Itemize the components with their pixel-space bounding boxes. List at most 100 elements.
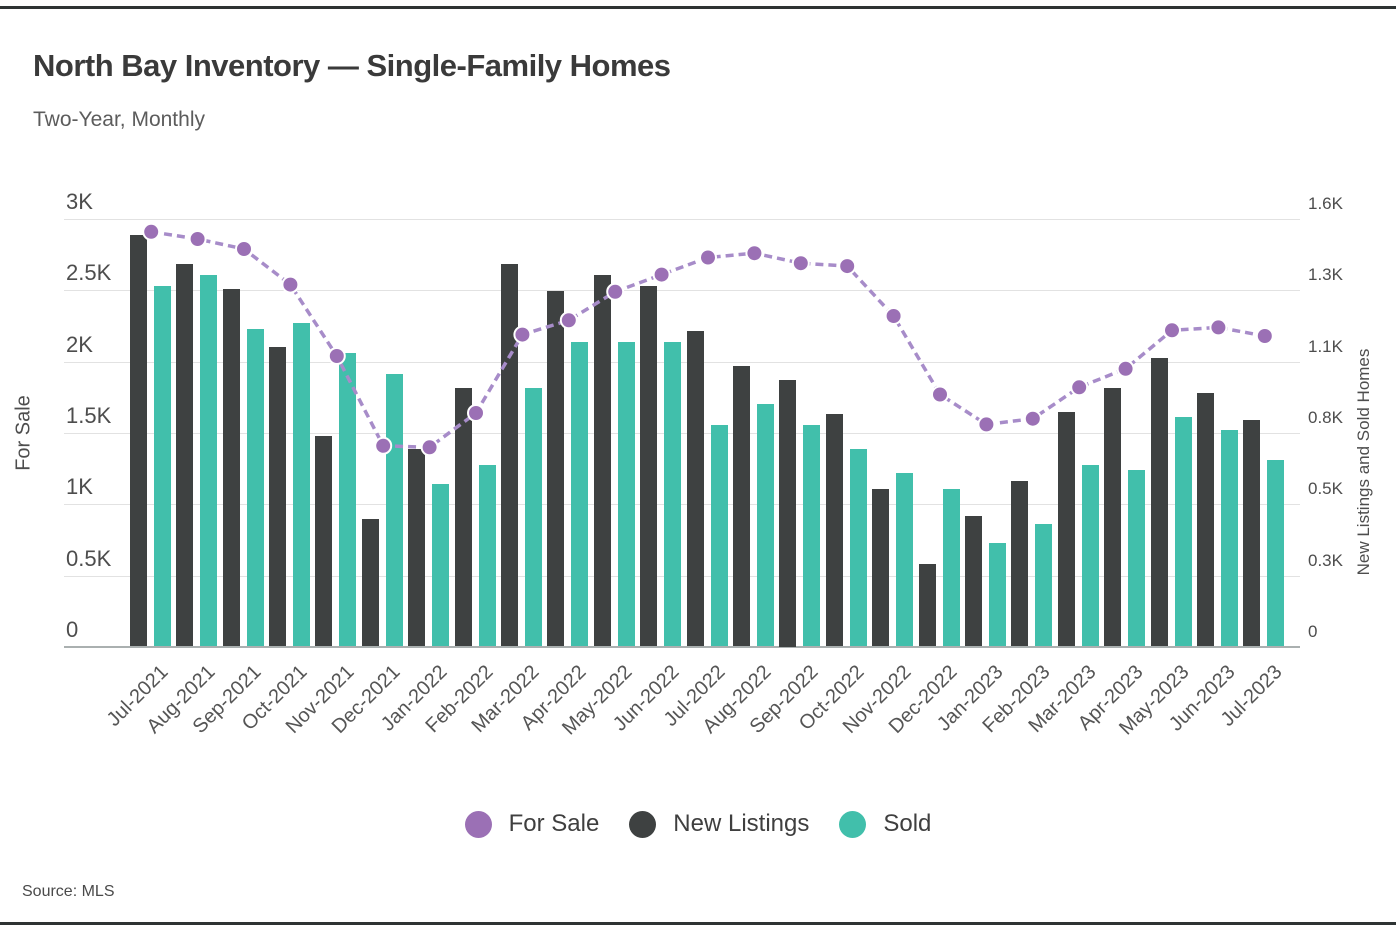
bar-sold-Oct-2021 xyxy=(293,323,310,646)
bar-sold-Oct-2022 xyxy=(850,449,867,646)
sold-legend-swatch-icon xyxy=(839,810,867,838)
bar-new-listings-Jul-2021 xyxy=(130,235,147,646)
for-sale-point-Jun-2022 xyxy=(652,265,671,284)
bar-sold-Aug-2022 xyxy=(757,404,774,646)
bar-new-listings-May-2022 xyxy=(594,275,611,646)
right-axis-tick: 1.3K xyxy=(1308,265,1343,285)
bar-sold-Apr-2022 xyxy=(571,342,588,646)
legend: For Sale New Listings Sold xyxy=(0,810,1396,838)
gridline xyxy=(64,575,1300,577)
for-sale-point-Mar-2023 xyxy=(1070,378,1089,397)
bar-new-listings-May-2023 xyxy=(1151,358,1168,646)
for-sale-point-Sep-2022 xyxy=(791,254,810,273)
right-axis-tick: 0.5K xyxy=(1308,479,1343,499)
top-border xyxy=(0,6,1396,9)
for-sale-point-Oct-2022 xyxy=(838,257,857,276)
bar-new-listings-Jan-2022 xyxy=(408,449,425,646)
bar-sold-Mar-2022 xyxy=(525,388,542,646)
bottom-border xyxy=(0,922,1396,925)
bar-new-listings-Aug-2021 xyxy=(176,264,193,646)
right-axis-tick: 0.3K xyxy=(1308,550,1343,570)
for-sale-point-Aug-2022 xyxy=(745,244,764,263)
bar-new-listings-Dec-2021 xyxy=(362,519,379,646)
bar-sold-Mar-2023 xyxy=(1082,465,1099,646)
bar-sold-Nov-2022 xyxy=(896,473,913,646)
bar-new-listings-Jun-2023 xyxy=(1197,393,1214,646)
bar-sold-Jul-2023 xyxy=(1267,460,1284,646)
right-axis-tick: 1.6K xyxy=(1308,194,1343,213)
right-axis-tick: 1.1K xyxy=(1308,336,1343,356)
for-sale-point-Jan-2023 xyxy=(977,415,996,434)
bar-sold-Sep-2021 xyxy=(247,329,264,646)
right-axis-tick: 0 xyxy=(1308,622,1318,641)
for-sale-point-Feb-2023 xyxy=(1023,409,1042,428)
bar-sold-Jun-2022 xyxy=(664,342,681,646)
bar-sold-Jan-2022 xyxy=(432,484,449,646)
bar-sold-Sep-2022 xyxy=(803,425,820,646)
left-axis-tick: 2.5K xyxy=(66,260,112,286)
bar-sold-Jun-2023 xyxy=(1221,430,1238,646)
left-axis-tick: 2K xyxy=(66,331,93,357)
for-sale-line xyxy=(150,230,1266,450)
for-sale-point-Aug-2021 xyxy=(188,230,207,248)
for-sale-point-May-2023 xyxy=(1163,321,1181,340)
left-axis-tick: 0 xyxy=(66,617,79,642)
bar-sold-Dec-2022 xyxy=(943,489,960,646)
gridline xyxy=(64,290,1300,292)
left-axis-title: For Sale xyxy=(12,395,35,471)
bar-new-listings-Mar-2023 xyxy=(1058,412,1075,646)
left-axis-tick: 1.5K xyxy=(66,403,112,428)
bar-sold-Jan-2023 xyxy=(989,543,1006,646)
bar-new-listings-Apr-2022 xyxy=(547,291,564,646)
legend-item-sold[interactable]: Sold xyxy=(839,810,931,838)
right-axis-tick: 0.8K xyxy=(1308,408,1343,427)
bar-new-listings-Jul-2023 xyxy=(1243,420,1260,646)
bar-new-listings-Jul-2022 xyxy=(687,331,704,646)
bar-sold-Jul-2022 xyxy=(711,425,728,646)
page-title: North Bay Inventory — Single-Family Home… xyxy=(33,48,671,83)
bar-sold-Feb-2023 xyxy=(1035,524,1052,646)
bar-new-listings-Apr-2023 xyxy=(1104,388,1121,646)
bar-new-listings-Oct-2022 xyxy=(826,414,843,646)
for-sale-point-Apr-2023 xyxy=(1116,359,1135,378)
for-sale-point-Jul-2022 xyxy=(699,248,717,267)
bar-new-listings-Jun-2022 xyxy=(640,286,657,646)
legend-item-new-listings[interactable]: New Listings xyxy=(629,810,809,838)
bar-new-listings-Oct-2021 xyxy=(269,347,286,646)
gridline xyxy=(64,219,1300,220)
for-sale-point-Jul-2023 xyxy=(1255,327,1274,345)
for-sale-legend-swatch-icon xyxy=(464,810,492,838)
bar-new-listings-Nov-2022 xyxy=(872,489,889,646)
bar-sold-May-2023 xyxy=(1175,417,1192,646)
bar-new-listings-Mar-2022 xyxy=(501,264,518,646)
gridline xyxy=(64,504,1300,506)
bar-sold-Dec-2021 xyxy=(386,374,403,646)
page-subtitle: Two-Year, Monthly xyxy=(33,108,205,131)
right-axis-title: New Listings and Sold Homes xyxy=(1354,348,1373,576)
bar-new-listings-Nov-2021 xyxy=(315,436,332,646)
left-axis-tick: 3K xyxy=(66,189,93,214)
bar-new-listings-Feb-2023 xyxy=(1011,481,1028,646)
legend-label: For Sale xyxy=(508,810,600,837)
legend-label: New Listings xyxy=(673,810,810,837)
bar-new-listings-Aug-2022 xyxy=(733,366,750,646)
bar-sold-May-2022 xyxy=(618,342,635,646)
left-axis-tick: 0.5K xyxy=(66,545,112,571)
legend-item-for-sale[interactable]: For Sale xyxy=(464,810,600,838)
bar-new-listings-Sep-2022 xyxy=(779,380,796,647)
bar-new-listings-Jan-2023 xyxy=(965,516,982,646)
bar-sold-Nov-2021 xyxy=(339,353,356,646)
source-note: Source: MLS xyxy=(22,883,115,900)
bar-sold-Feb-2022 xyxy=(479,465,496,646)
legend-label: Sold xyxy=(883,810,932,837)
left-axis-tick: 1K xyxy=(66,474,93,500)
new-listings-legend-swatch-icon xyxy=(629,810,657,838)
bar-new-listings-Feb-2022 xyxy=(455,388,472,646)
for-sale-point-Jun-2023 xyxy=(1209,318,1228,337)
for-sale-point-Sep-2021 xyxy=(235,240,253,258)
x-axis-line xyxy=(64,646,1300,648)
bar-new-listings-Dec-2022 xyxy=(919,564,936,646)
for-sale-point-Dec-2022 xyxy=(931,385,949,404)
